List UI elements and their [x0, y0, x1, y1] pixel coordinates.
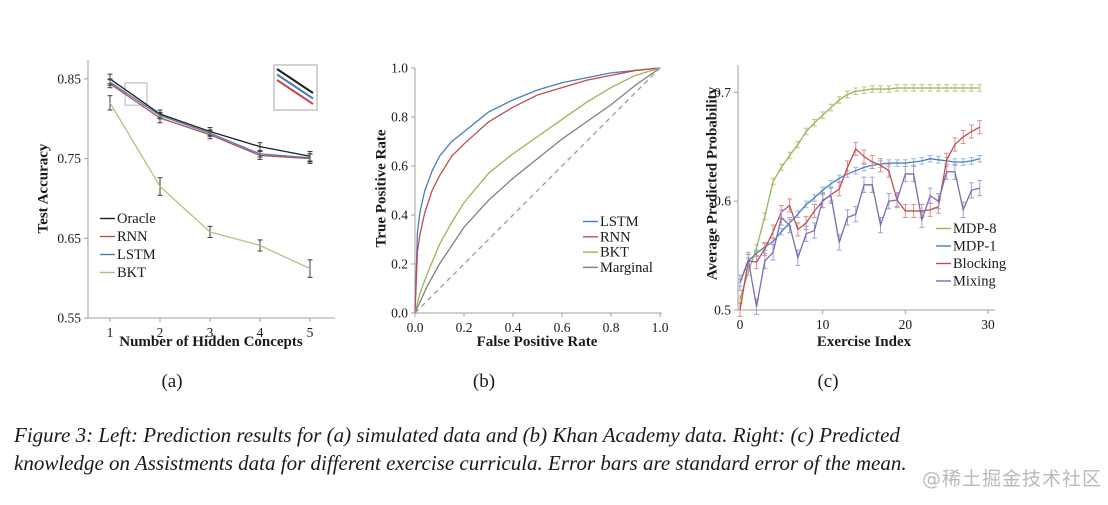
svg-text:LSTM: LSTM	[600, 214, 639, 230]
svg-text:1.0: 1.0	[652, 320, 669, 335]
svg-text:RNN: RNN	[117, 229, 148, 245]
svg-text:0.0: 0.0	[391, 306, 408, 321]
figure-caption-line-2: knowledge on Assistments data for differ…	[14, 451, 907, 475]
svg-text:Mixing: Mixing	[953, 274, 996, 290]
figure-caption-line-1: Figure 3: Left: Prediction results for (…	[14, 423, 900, 447]
figure-caption: Figure 3: Left: Prediction results for (…	[14, 421, 1094, 477]
svg-text:0.8: 0.8	[603, 320, 620, 335]
svg-text:5: 5	[307, 325, 314, 340]
svg-text:MDP-8: MDP-8	[953, 221, 997, 237]
svg-text:0.4: 0.4	[391, 208, 408, 223]
svg-text:1.0: 1.0	[391, 61, 408, 76]
svg-text:LSTM: LSTM	[117, 247, 156, 263]
svg-text:0.2: 0.2	[391, 257, 408, 272]
svg-text:0.6: 0.6	[714, 194, 731, 209]
chart-b-roc-curves: 0.0 0.2 0.4 0.6 0.8 1.0 0.0 0.2 0.4 0.6 0.8 1.0 LSTM…	[391, 61, 669, 336]
svg-text:Marginal: Marginal	[600, 260, 653, 276]
svg-text:0.55: 0.55	[57, 311, 81, 326]
chart-c-y-axis-label: Average Predicted Probability	[704, 86, 721, 281]
svg-text:10: 10	[816, 317, 830, 332]
svg-text:30: 30	[981, 317, 995, 332]
chart-a-y-axis-label: Test Accuracy	[35, 143, 52, 234]
svg-text:4: 4	[257, 325, 264, 340]
chart-c-x-axis-label: Exercise Index	[816, 334, 912, 350]
svg-text:0.5: 0.5	[714, 303, 731, 318]
svg-text:BKT: BKT	[117, 265, 146, 281]
svg-text:0.6: 0.6	[391, 159, 408, 174]
svg-text:Oracle: Oracle	[117, 211, 156, 227]
svg-text:0: 0	[737, 317, 744, 332]
svg-text:2: 2	[157, 325, 164, 340]
subplot-label-b: (b)	[472, 371, 496, 392]
svg-text:0.2: 0.2	[456, 320, 473, 335]
svg-text:0.85: 0.85	[57, 71, 81, 86]
svg-text:0.8: 0.8	[391, 110, 408, 125]
svg-text:Blocking: Blocking	[953, 256, 1006, 272]
svg-text:MDP-1: MDP-1	[953, 239, 997, 255]
svg-text:BKT: BKT	[600, 245, 629, 261]
svg-text:0.0: 0.0	[407, 320, 424, 335]
svg-text:RNN: RNN	[600, 229, 631, 245]
chart-b-x-axis-label: False Positive Rate	[476, 334, 598, 350]
svg-text:0.75: 0.75	[57, 151, 81, 166]
watermark: @稀土掘金技术社区	[922, 468, 1103, 490]
subplot-label-a: (a)	[161, 371, 183, 392]
svg-text:0.6: 0.6	[554, 320, 571, 335]
chart-a-test-accuracy: 1 2 3 4 5 0.55 0.65 0.75 0.85 Oracle RNN LSTM BKT	[57, 60, 335, 340]
subplot-label-c: (c)	[817, 371, 839, 392]
svg-text:0.65: 0.65	[57, 231, 81, 246]
svg-text:20: 20	[899, 317, 913, 332]
svg-text:0.4: 0.4	[505, 320, 522, 335]
chart-a-x-axis-label: Number of Hidden Concepts	[119, 334, 303, 350]
svg-text:1: 1	[107, 325, 114, 340]
svg-text:0.7: 0.7	[714, 85, 731, 100]
svg-text:3: 3	[207, 325, 214, 340]
chart-b-y-axis-label: True Positive Rate	[373, 129, 390, 248]
